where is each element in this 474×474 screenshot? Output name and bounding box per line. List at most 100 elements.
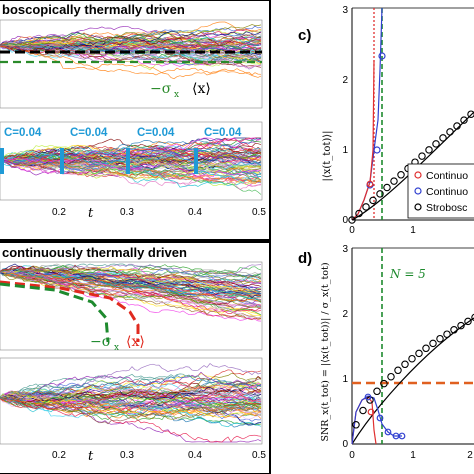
d-ytick-1: 1 bbox=[342, 374, 348, 385]
stroboscopic-marker bbox=[439, 134, 447, 142]
trajectory-trace bbox=[0, 363, 262, 401]
stroboscopic-marker bbox=[464, 317, 472, 326]
c-blue-marker bbox=[378, 52, 386, 60]
trajectory-trace bbox=[0, 266, 262, 296]
stroboscopic-marker bbox=[348, 216, 356, 224]
c-label-1: C=0.04 bbox=[4, 127, 42, 139]
trajectory-trace bbox=[0, 39, 262, 64]
d-blue-curve bbox=[351, 395, 402, 445]
trajectory-trace bbox=[0, 373, 262, 398]
trajectory-trace bbox=[0, 150, 262, 165]
tl-xtick-0.5: 0.5 bbox=[252, 207, 266, 218]
c-legend-marker-3 bbox=[414, 203, 422, 211]
stroboscopic-marker bbox=[390, 177, 398, 185]
c-legend-label-2: Continuo bbox=[426, 186, 468, 198]
trajectory-trace bbox=[0, 371, 262, 399]
top-left-xaxis: 0.2 0.3 0.4 0.5 t bbox=[52, 206, 266, 221]
trajectory-trace bbox=[0, 393, 262, 425]
stroboscopic-marker bbox=[369, 196, 377, 205]
stroboscopic-marker bbox=[415, 349, 423, 358]
trajectory-trace bbox=[0, 271, 262, 294]
tl-xlabel: t bbox=[88, 206, 94, 221]
top-left-upper-axes: −σ x ⟨x⟩ bbox=[0, 19, 263, 109]
bottom-left-green-dashed-line bbox=[0, 282, 110, 343]
tl-xtick-0.3: 0.3 bbox=[120, 207, 134, 218]
bl-xtick-0.3: 0.3 bbox=[120, 450, 134, 461]
trajectory-trace bbox=[0, 144, 262, 169]
d-xtick-1: 1 bbox=[410, 450, 416, 461]
tl-xtick-0.2: 0.2 bbox=[52, 207, 66, 218]
c-red-curve bbox=[351, 59, 375, 221]
trajectory-trace bbox=[0, 271, 262, 316]
trajectory-trace bbox=[0, 155, 262, 178]
c-legend-label-1: Continuo bbox=[426, 170, 468, 182]
trajectory-trace bbox=[0, 264, 262, 278]
d-red-curve bbox=[351, 396, 377, 445]
d-xtick-2: 2 bbox=[467, 450, 473, 461]
stroboscopic-marker bbox=[422, 344, 430, 353]
trajectory-trace bbox=[0, 43, 262, 62]
stroboscopic-marker bbox=[460, 116, 468, 124]
panel-d: d) SNR_x(t_tot) = |⟨x(t_tot)⟩| / σ_x(t_t… bbox=[298, 244, 474, 461]
d-blue-marker bbox=[364, 393, 372, 401]
top-left-sigma-label: −σ bbox=[150, 81, 172, 97]
trajectory-trace bbox=[0, 36, 262, 52]
d-black-curve bbox=[351, 317, 474, 445]
trajectory-trace bbox=[0, 149, 262, 170]
panel-c-label: c) bbox=[298, 27, 311, 44]
stroboscopic-marker bbox=[453, 122, 461, 130]
c-xtick-0: 0 bbox=[349, 225, 355, 236]
c-ytick-2: 2 bbox=[342, 75, 348, 86]
trajectory-trace bbox=[0, 270, 262, 314]
trajectory-trace bbox=[0, 381, 262, 399]
bottom-left-mean-label: ⟨x⟩ bbox=[126, 334, 145, 350]
trajectory-trace bbox=[0, 382, 262, 404]
stroboscopic-marker bbox=[355, 209, 363, 218]
bottom-left-xaxis: 0.2 0.3 0.4 0.5 t bbox=[52, 449, 266, 464]
trajectory-trace bbox=[0, 149, 262, 171]
trajectory-trace bbox=[0, 374, 262, 398]
strobe-kick-1 bbox=[0, 148, 4, 174]
stroboscopic-marker bbox=[457, 321, 465, 330]
panel-c: c) |⟨x(t_tot)⟩| 0 1 2 3 0 1 C bbox=[298, 5, 474, 236]
trajectory-trace bbox=[0, 374, 262, 402]
stroboscopic-marker bbox=[397, 171, 405, 179]
strobe-kick-3 bbox=[126, 148, 130, 174]
d-stroboscopic-markers bbox=[352, 313, 474, 429]
stroboscopic-marker bbox=[373, 387, 381, 396]
trajectory-trace bbox=[0, 384, 262, 403]
c-xtick-1: 1 bbox=[410, 225, 416, 236]
panel-c-ylabel: |⟨x(t_tot)⟩| bbox=[322, 130, 333, 181]
bottom-left-frame bbox=[0, 241, 271, 474]
stroboscopic-marker bbox=[436, 334, 444, 343]
trajectory-trace bbox=[0, 157, 262, 181]
d-ytick-3: 3 bbox=[342, 244, 348, 255]
d-n-label: N = 5 bbox=[389, 267, 426, 281]
stroboscopic-marker bbox=[446, 128, 454, 136]
trajectory-trace bbox=[0, 149, 262, 179]
stroboscopic-marker bbox=[380, 379, 388, 388]
stroboscopic-marker bbox=[387, 372, 395, 381]
trajectory-trace bbox=[0, 271, 262, 303]
c-red-marker bbox=[366, 180, 374, 188]
tl-xtick-0.4: 0.4 bbox=[188, 207, 202, 218]
trajectory-trace bbox=[0, 390, 262, 407]
bottom-left-lower-traces bbox=[0, 363, 262, 443]
d-blue-markers bbox=[364, 393, 406, 440]
stroboscopic-marker bbox=[376, 190, 384, 198]
strobe-kick-2 bbox=[60, 148, 64, 174]
trajectory-trace bbox=[0, 390, 262, 410]
trajectory-trace bbox=[0, 159, 262, 178]
top-left-lower-traces bbox=[0, 137, 262, 195]
stroboscopic-marker bbox=[359, 406, 367, 415]
trajectory-trace bbox=[0, 270, 262, 305]
c-legend-marker-2 bbox=[414, 187, 422, 195]
trajectory-trace bbox=[0, 271, 262, 294]
trajectory-trace bbox=[0, 158, 262, 183]
stroboscopic-marker bbox=[425, 146, 433, 154]
stroboscopic-marker bbox=[471, 313, 474, 322]
trajectory-trace bbox=[0, 396, 262, 413]
trajectory-trace bbox=[0, 387, 262, 403]
d-red-marker bbox=[367, 408, 375, 416]
